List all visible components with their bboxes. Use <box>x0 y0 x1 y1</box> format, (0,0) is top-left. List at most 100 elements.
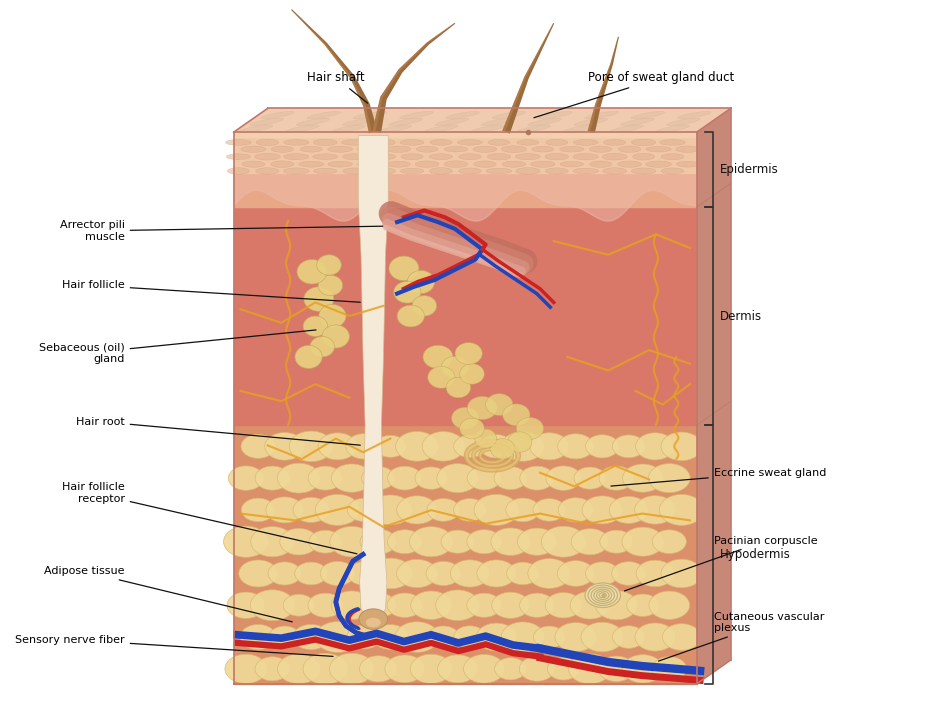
Ellipse shape <box>529 433 568 460</box>
Ellipse shape <box>494 467 526 490</box>
Ellipse shape <box>250 118 283 126</box>
Ellipse shape <box>533 626 564 648</box>
Ellipse shape <box>545 168 568 174</box>
Ellipse shape <box>585 562 618 585</box>
Ellipse shape <box>612 435 644 457</box>
Ellipse shape <box>239 624 276 650</box>
Ellipse shape <box>677 112 710 119</box>
Ellipse shape <box>585 435 618 458</box>
Text: Pacinian corpuscle: Pacinian corpuscle <box>624 536 817 591</box>
Ellipse shape <box>599 530 632 553</box>
Ellipse shape <box>611 561 645 585</box>
Ellipse shape <box>361 467 394 490</box>
Ellipse shape <box>545 592 581 618</box>
Ellipse shape <box>226 154 251 160</box>
Ellipse shape <box>240 146 265 153</box>
Ellipse shape <box>409 527 452 556</box>
Ellipse shape <box>473 161 496 168</box>
Ellipse shape <box>595 590 637 620</box>
Ellipse shape <box>283 168 309 174</box>
Ellipse shape <box>515 153 540 160</box>
Ellipse shape <box>399 112 432 119</box>
Text: Epidermis: Epidermis <box>719 163 778 176</box>
Ellipse shape <box>427 366 455 388</box>
Ellipse shape <box>331 464 372 492</box>
Ellipse shape <box>387 593 422 617</box>
Ellipse shape <box>289 431 332 462</box>
Ellipse shape <box>387 466 421 490</box>
Ellipse shape <box>318 433 356 460</box>
Ellipse shape <box>394 621 438 653</box>
Ellipse shape <box>441 530 473 554</box>
Ellipse shape <box>492 112 525 119</box>
Ellipse shape <box>585 112 618 119</box>
Ellipse shape <box>239 125 273 132</box>
Ellipse shape <box>490 438 514 459</box>
Ellipse shape <box>558 498 593 522</box>
Ellipse shape <box>541 526 585 557</box>
Ellipse shape <box>547 658 579 680</box>
Ellipse shape <box>466 593 501 617</box>
Ellipse shape <box>410 654 452 684</box>
Ellipse shape <box>444 146 468 152</box>
Ellipse shape <box>313 139 337 146</box>
Ellipse shape <box>486 153 510 160</box>
Ellipse shape <box>313 168 337 174</box>
Ellipse shape <box>353 112 386 119</box>
Ellipse shape <box>268 626 300 648</box>
Ellipse shape <box>255 657 290 681</box>
Ellipse shape <box>370 153 395 160</box>
Ellipse shape <box>655 125 689 132</box>
Ellipse shape <box>436 464 478 493</box>
Text: Eccrine sweat gland: Eccrine sweat gland <box>611 467 825 486</box>
Ellipse shape <box>226 139 251 146</box>
Ellipse shape <box>283 153 309 160</box>
Ellipse shape <box>519 657 554 681</box>
Ellipse shape <box>479 435 512 458</box>
Ellipse shape <box>264 433 304 460</box>
Text: Hair follicle
receptor: Hair follicle receptor <box>62 482 356 554</box>
Ellipse shape <box>387 530 421 554</box>
Ellipse shape <box>437 655 477 683</box>
Ellipse shape <box>277 654 320 684</box>
Ellipse shape <box>300 146 322 152</box>
Polygon shape <box>372 23 455 132</box>
Ellipse shape <box>554 623 596 651</box>
Ellipse shape <box>429 153 452 160</box>
Ellipse shape <box>299 161 324 167</box>
Ellipse shape <box>296 118 329 126</box>
Ellipse shape <box>374 436 406 457</box>
Ellipse shape <box>651 530 686 554</box>
Ellipse shape <box>676 161 698 167</box>
Ellipse shape <box>505 498 539 522</box>
Ellipse shape <box>424 125 458 132</box>
Ellipse shape <box>612 626 644 648</box>
Polygon shape <box>234 207 696 425</box>
Ellipse shape <box>571 529 608 555</box>
Ellipse shape <box>458 168 481 174</box>
Ellipse shape <box>487 139 509 146</box>
Ellipse shape <box>645 146 671 152</box>
Ellipse shape <box>517 528 556 555</box>
Ellipse shape <box>559 146 584 152</box>
Ellipse shape <box>626 594 658 617</box>
Ellipse shape <box>560 161 583 167</box>
Ellipse shape <box>519 593 554 617</box>
Ellipse shape <box>501 431 544 461</box>
Ellipse shape <box>322 325 349 348</box>
Ellipse shape <box>224 526 268 557</box>
Ellipse shape <box>415 467 446 489</box>
Ellipse shape <box>444 160 467 168</box>
Ellipse shape <box>256 139 278 146</box>
Ellipse shape <box>285 125 319 132</box>
Ellipse shape <box>574 118 607 126</box>
Ellipse shape <box>502 404 529 426</box>
Ellipse shape <box>294 345 322 368</box>
Polygon shape <box>234 425 696 684</box>
Ellipse shape <box>451 407 478 429</box>
Ellipse shape <box>631 139 655 146</box>
Polygon shape <box>234 108 730 132</box>
Ellipse shape <box>473 494 518 525</box>
Ellipse shape <box>434 118 469 126</box>
Ellipse shape <box>421 431 464 461</box>
